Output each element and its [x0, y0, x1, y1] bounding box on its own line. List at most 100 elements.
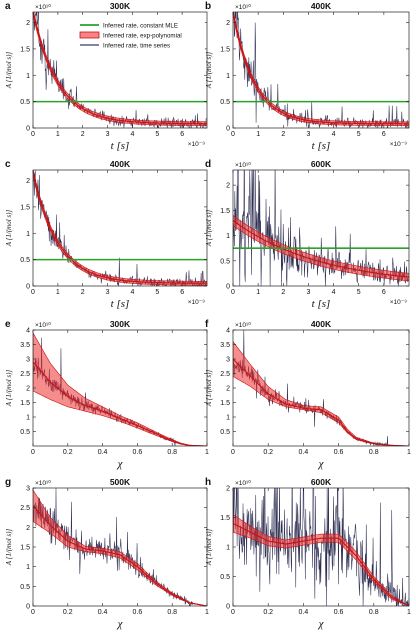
x-tick-label: 5 — [357, 289, 361, 296]
y-tick-label: 1.5 — [20, 545, 30, 552]
x-tick-label: 4 — [130, 131, 134, 138]
x-tick-label: 3 — [306, 131, 310, 138]
x-tick-label: 0.6 — [334, 609, 344, 616]
x-tick-label: 0.4 — [98, 609, 108, 616]
x-tick-label: 6 — [382, 289, 386, 296]
x-axis-label: χ — [117, 458, 124, 470]
x-tick-label: 6 — [382, 131, 386, 138]
legend-swatch-exp-polynomial — [79, 31, 100, 39]
y-tick-label: 2.5 — [20, 371, 30, 378]
y-tick-label: 1.5 — [220, 208, 230, 215]
y-tick-label: 0 — [226, 126, 230, 133]
panel-d: 0 1 2 3 4 5 6 0 0.5 1 1.5 2 d 600K ×10¹⁰ ×10⁻⁹ t [s] A [1… — [205, 159, 410, 310]
plot-area — [233, 12, 409, 128]
x-tick-label: 3 — [106, 131, 110, 138]
y-multiplier: ×10¹⁰ — [235, 479, 251, 487]
exp-polynomial-band — [233, 12, 409, 126]
x-tick-label: 1 — [256, 289, 260, 296]
y-tick-label: 0 — [26, 604, 30, 611]
x-tick-label: 0 — [231, 289, 235, 296]
plot-area — [33, 12, 207, 128]
x-tick-label: 1 — [205, 449, 209, 456]
x-tick-label: 2 — [81, 131, 85, 138]
exp-polynomial-band — [33, 12, 207, 126]
panel-letter: c — [5, 159, 11, 170]
exp-polynomial-band — [233, 341, 409, 446]
y-tick-label: 3 — [26, 357, 30, 364]
panel-title: 300K — [110, 319, 131, 329]
y-tick-label: 4 — [26, 328, 30, 335]
y-tick-label: 0.5 — [220, 574, 230, 581]
x-multiplier: ×10⁻⁹ — [390, 299, 407, 306]
plot-area — [233, 170, 409, 286]
y-tick-label: 2 — [26, 20, 30, 27]
x-tick-label: 2 — [281, 289, 285, 296]
x-tick-label: 4 — [332, 289, 336, 296]
y-tick-label: 1.5 — [220, 515, 230, 522]
x-multiplier: ×10⁻⁹ — [188, 299, 205, 306]
y-tick-label: 1 — [226, 73, 230, 80]
legend-label: Inferred rate, time series — [103, 43, 170, 50]
x-tick-label: 0 — [31, 131, 35, 138]
y-axis-label: A [1/(mol s)] — [205, 210, 213, 248]
panel-letter: b — [205, 1, 211, 12]
y-tick-label: 1.5 — [220, 46, 230, 53]
panel-letter: d — [205, 159, 211, 170]
y-tick-label: 2 — [226, 20, 230, 27]
exp-polynomial-line — [33, 505, 207, 606]
axes-box — [232, 169, 410, 287]
panel-title: 600K — [311, 477, 332, 487]
x-axis-label: χ — [318, 618, 325, 630]
x-axis-label: t [s] — [312, 140, 331, 152]
legend-label: Inferred rate, constant MLE — [103, 23, 178, 30]
axes-box — [232, 11, 410, 129]
y-tick-label: 2 — [26, 386, 30, 393]
y-tick-label: 3.5 — [220, 342, 230, 349]
panel-g: 0 0.2 0.4 0.6 0.8 1 0 0.5 1 1.5 2 2.5 3 g 500K ×10¹⁰ χ A … — [5, 477, 209, 630]
plot-area — [33, 488, 207, 606]
x-tick-label: 4 — [130, 289, 134, 296]
x-tick-label: 0 — [231, 609, 235, 616]
x-tick-label: 0.2 — [263, 609, 273, 616]
x-multiplier: ×10⁻⁹ — [188, 141, 205, 148]
x-tick-label: 0.6 — [133, 609, 143, 616]
time-series-line — [33, 488, 194, 606]
panel-a: 0 1 2 3 4 5 6 0 0.5 1 1.5 2 a 300K ×10¹⁰ ×10⁻⁹ t [s] A [1… — [5, 1, 208, 152]
y-tick-label: 1.5 — [20, 46, 30, 53]
exp-polynomial-line — [33, 172, 207, 284]
x-tick-label: 6 — [180, 289, 184, 296]
y-tick-label: 0.5 — [20, 257, 30, 264]
y-multiplier: ×10¹⁰ — [35, 3, 51, 11]
y-tick-label: 1 — [226, 415, 230, 422]
y-tick-label: 2 — [226, 183, 230, 190]
y-tick-label: 1 — [226, 233, 230, 240]
y-tick-label: 3.5 — [20, 342, 30, 349]
y-tick-label: 1 — [26, 564, 30, 571]
x-tick-label: 0.2 — [63, 609, 73, 616]
x-axis-label: χ — [318, 458, 325, 470]
y-multiplier: ×10¹⁰ — [235, 161, 251, 169]
y-tick-label: 0.5 — [220, 258, 230, 265]
y-axis-label: A [1/(mol s)] — [205, 529, 213, 567]
x-tick-label: 0.4 — [299, 449, 309, 456]
panel-title: 500K — [110, 477, 131, 487]
x-tick-label: 0.6 — [334, 449, 344, 456]
y-axis-label: A [1/(mol s)] — [5, 210, 13, 248]
x-multiplier: ×10⁻⁹ — [390, 141, 407, 148]
plot-area — [33, 170, 207, 286]
panel-title: 400K — [110, 159, 131, 169]
x-tick-label: 4 — [332, 131, 336, 138]
panel-title: 400K — [311, 319, 332, 329]
x-tick-label: 3 — [306, 289, 310, 296]
panel-c: 0 1 2 3 4 5 6 0 0.5 1 1.5 2 c 400K ×10⁻⁹ t [s] A [1/(mol… — [5, 159, 208, 310]
x-tick-label: 3 — [106, 289, 110, 296]
panel-title: 300K — [110, 1, 131, 11]
x-tick-label: 0.2 — [263, 449, 273, 456]
panel-h: 0 0.2 0.4 0.6 0.8 1 0 0.5 1 1.5 2 h 600K ×10¹⁰ χ A [1/(… — [205, 477, 411, 630]
x-tick-label: 0.8 — [167, 449, 177, 456]
panel-f: 0 0.2 0.4 0.6 0.8 1 0.5 1 1.5 2 2.5 3 3.5 4 f 400K ×10¹⁰… — [205, 319, 411, 470]
x-tick-label: 0.8 — [369, 449, 379, 456]
axes-box — [32, 169, 208, 287]
